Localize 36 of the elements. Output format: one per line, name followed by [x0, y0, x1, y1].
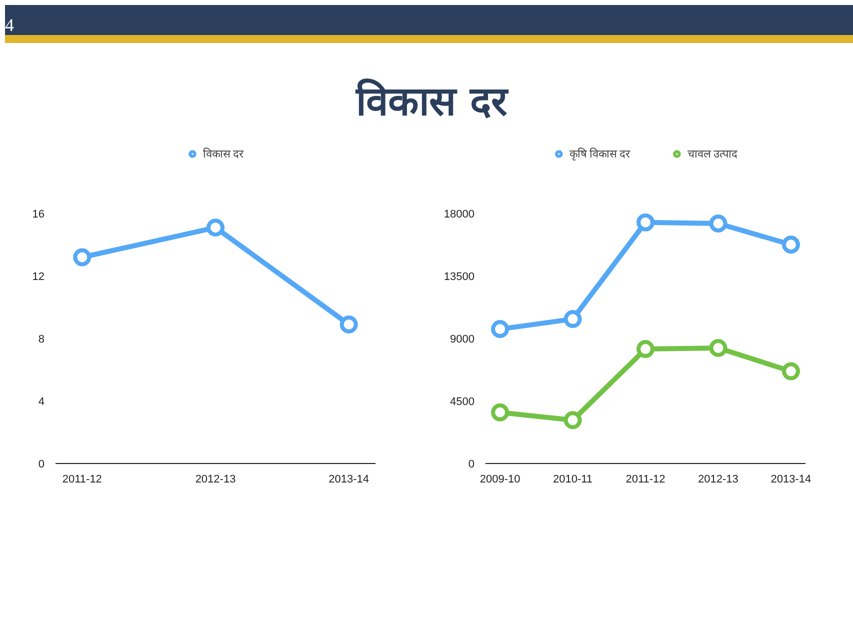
x-tick-label: 2013-14 [328, 474, 370, 486]
legend-label: चावल उत्पाद [688, 148, 738, 160]
point [709, 214, 728, 232]
x-tick-label: 2009-10 [480, 474, 520, 486]
point [782, 236, 800, 254]
point [491, 403, 510, 422]
text: 4 [5, 14, 14, 37]
y-tick-label: 0 [38, 458, 45, 470]
y-tick-label: 16 [32, 208, 45, 220]
x-tick-label: 2011-12 [62, 474, 102, 486]
point [564, 411, 582, 430]
text: विकास दर [356, 77, 507, 127]
point [636, 340, 654, 358]
y-tick-label: 13500 [444, 271, 475, 283]
y-tick-label: 4 [38, 396, 45, 408]
legend-label: कृषि विकास दर [569, 146, 631, 160]
point [491, 320, 510, 338]
y-tick-label: 8 [38, 334, 45, 346]
point [340, 315, 358, 334]
y-tick-label: 9000 [450, 334, 475, 346]
x-tick-label: 2010-11 [552, 474, 593, 486]
x-tick-label: 2012-13 [195, 474, 236, 486]
point [782, 362, 800, 380]
point [564, 310, 582, 328]
y-tick-label: 0 [468, 458, 475, 470]
y-tick-label: 12 [32, 271, 45, 283]
x-tick-label: 2013-14 [770, 474, 812, 486]
y-tick-label: 4500 [450, 396, 475, 408]
legend-label: विकास दर [202, 146, 244, 160]
y-tick-label: 18000 [444, 208, 475, 220]
point [206, 218, 224, 237]
x-tick-label: 2011-12 [626, 474, 666, 486]
x-tick-label: 2012-13 [698, 474, 738, 486]
point [636, 214, 654, 232]
point [73, 248, 92, 266]
point [709, 338, 728, 357]
